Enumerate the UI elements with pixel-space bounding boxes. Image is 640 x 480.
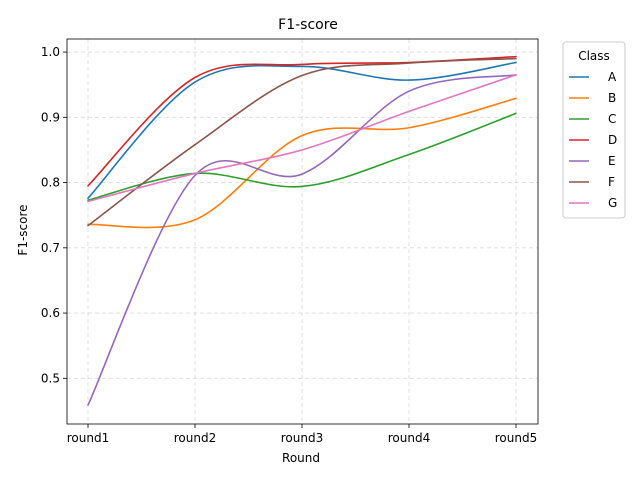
x-tick-label: round5 (495, 431, 537, 445)
x-tick-label: round1 (67, 431, 109, 445)
chart-title: F1-score (278, 17, 338, 33)
legend-title: Class (578, 49, 610, 63)
legend-label-b: B (608, 91, 616, 105)
y-tick-label: 0.9 (41, 110, 60, 124)
legend-label-e: E (608, 154, 616, 168)
legend-label-f: F (608, 175, 615, 189)
legend-label-d: D (608, 133, 617, 147)
legend-box (562, 41, 626, 219)
x-axis-label: Round (282, 451, 320, 465)
series-line-c (87, 112, 517, 201)
x-tick-label: round4 (388, 431, 430, 445)
series-lines (87, 55, 517, 406)
legend-label-c: C (608, 112, 616, 126)
legend-label-g: G (608, 196, 617, 210)
series-line-f (87, 57, 517, 227)
x-tick-label: round3 (281, 431, 323, 445)
series-line-b (87, 97, 517, 229)
y-tick-label: 0.6 (41, 306, 60, 320)
y-axis-ticks: 0.5 0.6 0.7 0.8 0.9 1.0 (41, 45, 67, 385)
x-axis-ticks: round1 round2 round3 round4 round5 (67, 424, 537, 445)
y-axis-label: F1-score (16, 204, 30, 255)
series-line-a (87, 61, 517, 200)
y-tick-label: 1.0 (41, 45, 60, 59)
y-tick-label: 0.7 (41, 241, 60, 255)
series-line-e (87, 74, 517, 406)
plot-area-frame (66, 38, 539, 425)
series-line-g (87, 74, 517, 203)
y-tick-label: 0.5 (41, 371, 60, 385)
x-tick-label: round2 (174, 431, 216, 445)
y-tick-label: 0.8 (41, 176, 60, 190)
legend-label-a: A (608, 70, 617, 84)
